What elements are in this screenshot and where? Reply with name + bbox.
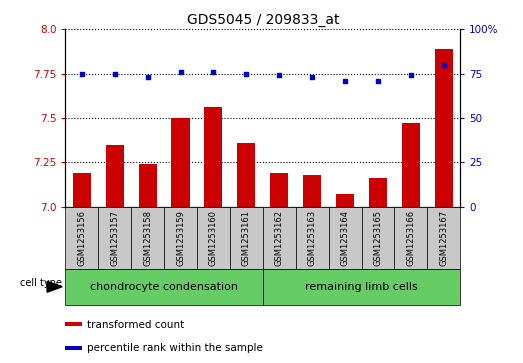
Text: percentile rank within the sample: percentile rank within the sample [87, 343, 263, 354]
Bar [435, 49, 453, 207]
Bar [263, 269, 460, 305]
Text: remaining limb cells: remaining limb cells [305, 282, 418, 292]
Bar [394, 207, 427, 269]
Text: GSM1253161: GSM1253161 [242, 210, 251, 266]
Bar [237, 143, 255, 207]
Text: GSM1253163: GSM1253163 [308, 210, 316, 266]
Point [374, 78, 382, 83]
Point [275, 72, 283, 78]
Point [308, 74, 316, 80]
Point [209, 69, 218, 75]
Point [110, 70, 119, 76]
Bar [328, 207, 361, 269]
Bar [65, 346, 82, 350]
Bar [73, 173, 91, 207]
Text: GSM1253157: GSM1253157 [110, 210, 119, 266]
Text: GSM1253162: GSM1253162 [275, 210, 284, 266]
Text: GSM1253165: GSM1253165 [373, 210, 382, 266]
Text: cell type: cell type [20, 278, 62, 288]
Bar [336, 195, 354, 207]
Bar [270, 173, 288, 207]
Point [77, 70, 86, 76]
Text: GSM1253160: GSM1253160 [209, 210, 218, 266]
Point [407, 72, 415, 78]
Bar [139, 164, 157, 207]
Bar [98, 207, 131, 269]
Bar [65, 207, 98, 269]
Text: GSM1253158: GSM1253158 [143, 210, 152, 266]
Bar [295, 207, 328, 269]
Bar [164, 207, 197, 269]
Bar [204, 107, 222, 207]
Text: GSM1253156: GSM1253156 [77, 210, 86, 266]
Bar [172, 118, 190, 207]
Point [440, 62, 448, 68]
Bar [303, 175, 321, 207]
Bar [230, 207, 263, 269]
Bar [263, 207, 295, 269]
Title: GDS5045 / 209833_at: GDS5045 / 209833_at [187, 13, 339, 26]
Point [242, 70, 251, 76]
Text: GSM1253166: GSM1253166 [406, 210, 415, 266]
Bar [106, 144, 124, 207]
Bar [369, 179, 387, 207]
Text: chondrocyte condensation: chondrocyte condensation [90, 282, 238, 292]
Bar [361, 207, 394, 269]
Bar [402, 123, 420, 207]
Point [341, 78, 349, 83]
Bar [197, 207, 230, 269]
Bar [65, 269, 263, 305]
Polygon shape [47, 281, 62, 292]
Bar [427, 207, 460, 269]
Bar [65, 322, 82, 326]
Text: GSM1253164: GSM1253164 [340, 210, 349, 266]
Text: transformed count: transformed count [87, 319, 184, 330]
Text: GSM1253167: GSM1253167 [439, 210, 448, 266]
Bar [131, 207, 164, 269]
Point [143, 74, 152, 80]
Point [176, 69, 185, 75]
Text: GSM1253159: GSM1253159 [176, 210, 185, 266]
